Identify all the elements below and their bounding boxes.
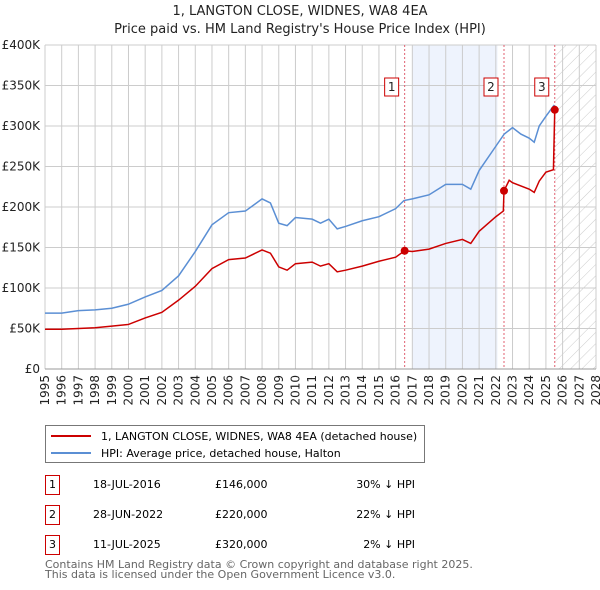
- sale-date: 11-JUL-2025: [93, 538, 161, 551]
- x-tick-label: 2010: [288, 375, 302, 406]
- x-tick-label: 1995: [38, 375, 52, 406]
- x-tick-label: 2015: [372, 375, 386, 406]
- sale-badge: 3: [45, 535, 60, 555]
- sale-date: 18-JUL-2016: [93, 478, 161, 491]
- chart-title: 1, LANGTON CLOSE, WIDNES, WA8 4EA: [172, 4, 428, 19]
- x-tick-label: 2009: [272, 375, 286, 406]
- x-tick-label: 2005: [205, 375, 219, 406]
- x-tick-label: 2017: [405, 375, 419, 406]
- y-tick-label: £50K: [9, 322, 41, 336]
- sale-badge: 1: [45, 475, 60, 495]
- x-tick-label: 1998: [88, 375, 102, 406]
- sale-label-box: [384, 77, 400, 97]
- sale-hpi-diff: 22% ↓ HPI: [356, 508, 415, 521]
- x-tick-label: 2006: [222, 375, 236, 406]
- footer-line: Contains HM Land Registry data © Crown c…: [45, 558, 473, 571]
- x-tick-label: 2025: [539, 375, 553, 406]
- footer-line: This data is licensed under the Open Gov…: [45, 568, 396, 581]
- x-tick-label: 2028: [589, 375, 600, 406]
- sale-date: 28-JUN-2022: [93, 508, 164, 521]
- sale-price: £220,000: [215, 508, 268, 521]
- y-tick-label: £100K: [2, 281, 42, 295]
- sale-row: 1 18-JUL-2016 £146,000 30% ↓ HPI: [45, 475, 465, 495]
- y-tick-label: £350K: [2, 79, 42, 93]
- plot-area: £0 £50K £100K £150K £200K £250K £300K £350K £400…: [2, 38, 600, 406]
- sale-point: [400, 246, 409, 255]
- x-tick-label: 2002: [155, 375, 169, 406]
- x-tick-label: 2016: [389, 375, 403, 406]
- x-tick-label: 2024: [522, 375, 536, 406]
- y-tick-label: £400K: [2, 38, 42, 52]
- sale-row: 3 11-JUL-2025 £320,000 2% ↓ HPI: [45, 535, 465, 555]
- x-tick-label: 2014: [355, 375, 369, 406]
- y-tick-label: £200K: [2, 200, 42, 214]
- x-tick-label: 2022: [489, 375, 503, 406]
- x-tick-label: 1997: [71, 375, 85, 406]
- property-price-line: [45, 109, 556, 331]
- sale-label-box: [534, 77, 550, 97]
- x-tick-label: 2021: [472, 375, 486, 406]
- x-tick-label: 2000: [121, 375, 135, 406]
- x-tick-label: 1996: [55, 375, 69, 406]
- x-tick-label: 2003: [172, 375, 186, 406]
- x-tick-label: 2004: [188, 375, 202, 406]
- sale-label: 2: [487, 80, 495, 94]
- x-tick-label: 2011: [305, 375, 319, 406]
- x-tick-label: 2007: [238, 375, 252, 406]
- sale-price: £320,000: [215, 538, 268, 551]
- x-tick-label: 2020: [455, 375, 469, 406]
- sale-row: 2 28-JUN-2022 £220,000 22% ↓ HPI: [45, 505, 465, 525]
- sale-label: 1: [388, 80, 396, 94]
- x-tick-label: 2008: [255, 375, 269, 406]
- x-tick-label: 2013: [339, 375, 353, 406]
- x-tick-label: 1999: [105, 375, 119, 406]
- x-tick-label: 2012: [322, 375, 336, 406]
- sale-price: £146,000: [215, 478, 268, 491]
- x-tick-label: 2018: [422, 375, 436, 406]
- sale-point: [499, 186, 508, 195]
- x-tick-label: 2019: [439, 375, 453, 406]
- x-tick-label: 2023: [506, 375, 520, 406]
- x-tick-label: 2026: [556, 375, 570, 406]
- legend: 1, LANGTON CLOSE, WIDNES, WA8 4EA (detac…: [45, 425, 425, 463]
- y-tick-label: £150K: [2, 241, 42, 255]
- y-tick-label: £0: [25, 362, 40, 376]
- chart-subtitle: Price paid vs. HM Land Registry's House …: [114, 22, 486, 37]
- y-tick-label: £300K: [2, 119, 42, 133]
- sale-hpi-diff: 2% ↓ HPI: [363, 538, 415, 551]
- sale-label-box: [483, 77, 499, 97]
- sale-point: [550, 105, 559, 114]
- y-tick-label: £250K: [2, 160, 42, 174]
- hpi-line: [45, 104, 555, 314]
- footer: Contains HM Land Registry data © Crown c…: [45, 558, 473, 581]
- legend-label-hpi: HPI: Average price, detached house, Halt…: [101, 446, 341, 460]
- sale-badge: 2: [45, 505, 60, 525]
- sale-hpi-diff: 30% ↓ HPI: [356, 478, 415, 491]
- legend-swatch-property: [51, 435, 91, 437]
- legend-swatch-hpi: [51, 452, 91, 454]
- legend-label-property: 1, LANGTON CLOSE, WIDNES, WA8 4EA (detac…: [101, 429, 418, 443]
- x-tick-label: 2001: [138, 375, 152, 406]
- x-tick-label: 2027: [572, 375, 586, 406]
- sale-label: 3: [538, 80, 546, 94]
